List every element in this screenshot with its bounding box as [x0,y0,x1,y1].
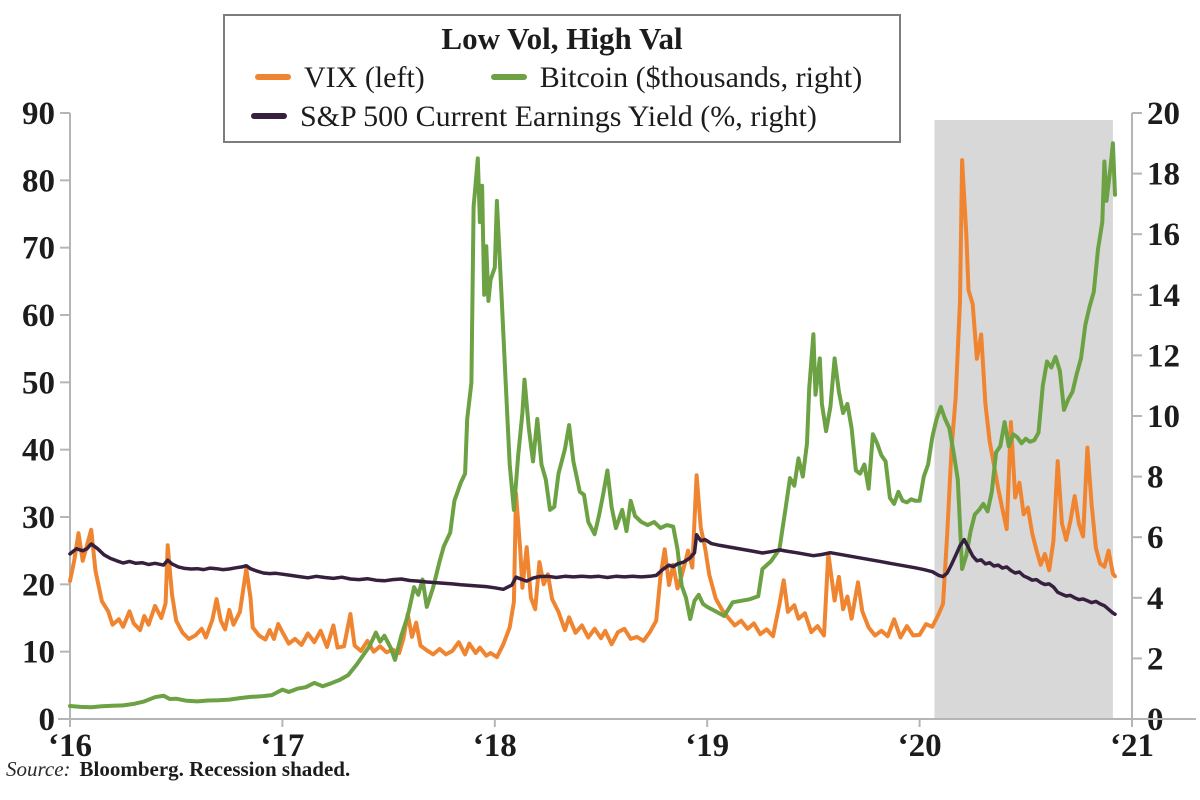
legend-box: Low Vol, High Val VIX (left) Bitcoin ($t… [223,14,901,143]
legend-row-2: S&P 500 Current Earnings Yield (%, right… [225,97,899,136]
legend-label-sp500: S&P 500 Current Earnings Yield (%, right… [300,99,817,133]
right-axis-tick-label: 20 [1147,96,1180,132]
sp500-line-swatch [251,113,287,119]
left-axis: 0 10 20 30 40 50 60 70 80 90 [22,96,71,738]
x-axis-tick-label: ‘19 [685,728,729,764]
left-axis-tick-label: 20 [22,567,55,603]
left-axis-tick-label: 0 [39,702,56,738]
left-axis-tick-label: 80 [22,163,55,199]
legend-item-bitcoin: Bitcoin ($thousands, right) [490,58,863,97]
left-axis-tick-label: 10 [22,635,55,671]
x-axis-tick-label: ‘17 [260,728,304,764]
source-label: Source: [6,757,71,781]
legend-label-bitcoin: Bitcoin ($thousands, right) [539,60,863,94]
right-axis-tick-label: 2 [1147,641,1164,677]
series-vix [68,158,1117,660]
bitcoin-line-swatch [490,74,527,80]
right-axis-tick-label: 14 [1147,278,1180,314]
right-axis-tick-label: 12 [1147,338,1180,374]
right-axis-tick-label: 6 [1147,520,1164,556]
left-axis-tick-label: 70 [22,231,55,267]
x-axis: ‘16 ‘17 ‘18 ‘19 ‘20 ‘21 [48,718,1196,764]
x-axis-tick-label: ‘20 [898,728,942,764]
right-axis-tick-label: 18 [1147,157,1180,193]
right-axis-tick-label: 8 [1147,460,1164,496]
vix-line-swatch [255,74,291,80]
x-axis-tick-label: ‘16 [48,728,92,764]
right-axis-tick-label: 10 [1147,399,1180,435]
x-axis-tick-label: ‘21 [1110,728,1154,764]
source-note: Source: Bloomberg. Recession shaded. [6,757,350,782]
left-axis-tick-label: 50 [22,365,55,401]
left-axis-tick-label: 60 [22,298,55,334]
legend-item-sp500: S&P 500 Current Earnings Yield (%, right… [251,97,817,136]
source-text: Bloomberg. Recession shaded. [79,757,351,781]
chart-title: Low Vol, High Val [441,20,683,56]
series-bitcoin [68,141,1117,710]
left-axis-tick-label: 40 [22,433,55,469]
legend-label-vix: VIX (left) [304,60,425,94]
right-axis-tick-label: 16 [1147,217,1180,253]
legend-row-1: VIX (left) Bitcoin ($thousands, right) [225,58,899,97]
legend-item-vix: VIX (left) [255,58,425,97]
left-axis-tick-label: 30 [22,500,55,536]
left-axis-tick-label: 90 [22,96,55,132]
x-axis-tick-label: ‘18 [473,728,517,764]
right-axis-tick-label: 4 [1147,581,1164,617]
series-sp500 [68,533,1117,616]
